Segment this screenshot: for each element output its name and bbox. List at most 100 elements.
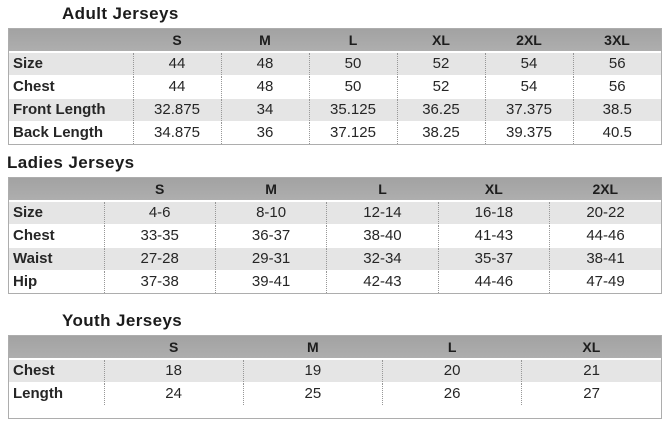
- value-cell: 27: [521, 382, 661, 405]
- value-cell: 56: [572, 52, 661, 76]
- value-cell: 33-35: [103, 224, 216, 248]
- header-spacer-cell: [9, 29, 133, 53]
- row-label: Size: [13, 204, 44, 221]
- table-row: Hip 37-38 39-41 42-43 44-46 47-49: [9, 270, 661, 293]
- table-row: Chest 44 48 50 52 54 56: [9, 75, 661, 99]
- table-row: Size 44 48 50 52 54 56: [9, 52, 661, 76]
- value-cell: 40.5: [572, 121, 661, 144]
- size-column-header: S: [104, 336, 244, 360]
- row-label: Waist: [13, 250, 53, 267]
- row-label: Front Length: [13, 101, 106, 118]
- size-table: S M L XL 2XL Size 4-6 8-10 12-14 16-18 20-22 Chest…: [9, 178, 661, 293]
- header-spacer-cell: [9, 178, 104, 202]
- header-row: S M L XL 2XL 3XL: [9, 29, 661, 53]
- value-cell: 25: [242, 382, 383, 405]
- value-cell: 20: [381, 359, 522, 383]
- size-column-header: 3XL: [573, 29, 661, 53]
- value-cell: 38-41: [549, 247, 661, 271]
- header-spacer-cell: [9, 336, 104, 360]
- value-cell: 34.875: [132, 121, 221, 144]
- row-label: Back Length: [13, 124, 104, 141]
- value-cell: 37-38: [103, 270, 216, 293]
- value-cell: 32.875: [132, 98, 221, 122]
- size-table-section: Adult Jerseys S M L XL 2XL 3XL Size 44 48 50 52 54…: [0, 5, 668, 145]
- size-table-wrapper: S M L XL 2XL 3XL Size 44 48 50 52 54 56 Chest 44 48 50 5…: [8, 28, 662, 145]
- table-row: Size 4-6 8-10 12-14 16-18 20-22: [9, 201, 661, 225]
- value-cell: 27-28: [103, 247, 216, 271]
- value-cell: 24: [103, 382, 244, 405]
- value-cell: 18: [103, 359, 244, 383]
- row-label: Length: [13, 385, 63, 402]
- value-cell: 50: [308, 52, 397, 76]
- value-cell: 48: [220, 75, 309, 99]
- size-column-header: M: [215, 178, 327, 202]
- value-cell: 54: [484, 52, 573, 76]
- value-cell: 47-49: [549, 270, 661, 293]
- row-label: Hip: [13, 273, 38, 290]
- value-cell: 54: [484, 75, 573, 99]
- header-row: S M L XL: [9, 336, 661, 360]
- value-cell: 37.125: [308, 121, 397, 144]
- value-cell: 44-46: [437, 270, 550, 293]
- size-column-header: XL: [521, 336, 661, 360]
- header-row: S M L XL 2XL: [9, 178, 661, 202]
- size-column-header: L: [382, 336, 522, 360]
- value-cell: 52: [396, 52, 485, 76]
- section-title: Ladies Jerseys: [7, 153, 135, 172]
- size-table: S M L XL 2XL 3XL Size 44 48 50 52 54 56 Chest 44 48 50 5…: [9, 29, 661, 144]
- section-title: Adult Jerseys: [62, 4, 179, 23]
- value-cell: 38.25: [396, 121, 485, 144]
- size-column-header: 2XL: [549, 178, 661, 202]
- value-cell: 41-43: [437, 224, 550, 248]
- row-label: Chest: [13, 362, 55, 379]
- value-cell: 44: [132, 75, 221, 99]
- value-cell: 48: [220, 52, 309, 76]
- value-cell: 4-6: [103, 201, 216, 225]
- value-cell: 26: [381, 382, 522, 405]
- size-table: S M L XL Chest 18 19 20 21 Length 24 25 26 27: [9, 336, 661, 405]
- size-table-wrapper: S M L XL Chest 18 19 20 21 Length 24 25 26 27: [8, 335, 662, 419]
- value-cell: 44: [132, 52, 221, 76]
- row-label: Chest: [13, 78, 55, 95]
- value-cell: 42-43: [326, 270, 439, 293]
- value-cell: 32-34: [326, 247, 439, 271]
- row-label: Size: [13, 55, 44, 72]
- value-cell: 39.375: [484, 121, 573, 144]
- value-cell: 52: [396, 75, 485, 99]
- size-charts: Adult Jerseys S M L XL 2XL 3XL Size 44 48 50 52 54…: [0, 5, 668, 419]
- value-cell: 50: [308, 75, 397, 99]
- value-cell: 29-31: [214, 247, 327, 271]
- table-row: Length 24 25 26 27: [9, 382, 661, 405]
- size-table-section: Ladies Jerseys S M L XL 2XL Size 4-6 8-10 12-14…: [0, 154, 668, 294]
- size-table-wrapper: S M L XL 2XL Size 4-6 8-10 12-14 16-18 20-22 Chest…: [8, 177, 662, 294]
- value-cell: 12-14: [326, 201, 439, 225]
- value-cell: 56: [572, 75, 661, 99]
- value-cell: 36-37: [214, 224, 327, 248]
- size-table-section: Youth Jerseys S M L XL Chest 18 19 20 21 Length 2…: [0, 312, 668, 419]
- value-cell: 36: [220, 121, 309, 144]
- size-column-header: S: [133, 29, 221, 53]
- table-row: Chest 33-35 36-37 38-40 41-43 44-46: [9, 224, 661, 248]
- value-cell: 16-18: [437, 201, 550, 225]
- value-cell: 8-10: [214, 201, 327, 225]
- table-row: Chest 18 19 20 21: [9, 359, 661, 383]
- value-cell: 44-46: [549, 224, 661, 248]
- size-column-header: XL: [397, 29, 485, 53]
- value-cell: 38.5: [572, 98, 661, 122]
- size-column-header: S: [104, 178, 216, 202]
- value-cell: 36.25: [396, 98, 485, 122]
- section-title: Youth Jerseys: [62, 311, 183, 330]
- size-column-header: L: [309, 29, 397, 53]
- value-cell: 37.375: [484, 98, 573, 122]
- table-row: Back Length 34.875 36 37.125 38.25 39.375 40.5: [9, 121, 661, 144]
- size-column-header: 2XL: [485, 29, 573, 53]
- value-cell: 35.125: [308, 98, 397, 122]
- value-cell: 34: [220, 98, 309, 122]
- value-cell: 39-41: [214, 270, 327, 293]
- size-column-header: XL: [438, 178, 550, 202]
- table-row: Waist 27-28 29-31 32-34 35-37 38-41: [9, 247, 661, 271]
- value-cell: 35-37: [437, 247, 550, 271]
- table-row: Front Length 32.875 34 35.125 36.25 37.375 38.…: [9, 98, 661, 122]
- value-cell: 38-40: [326, 224, 439, 248]
- size-column-header: L: [326, 178, 439, 202]
